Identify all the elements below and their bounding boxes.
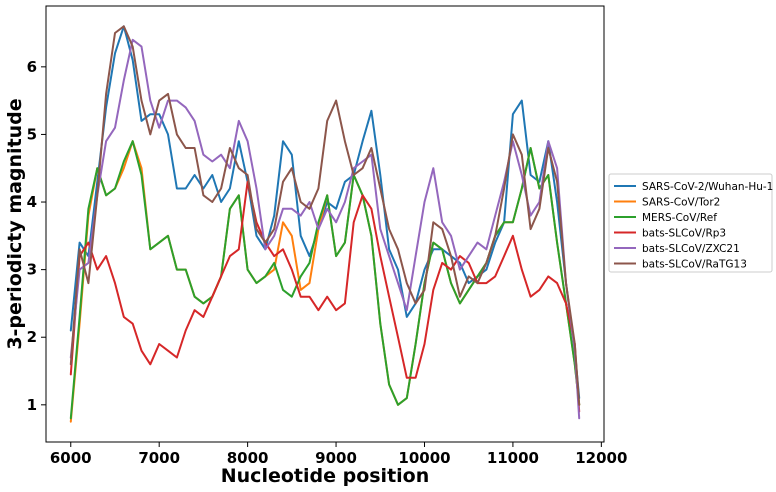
y-tick-label-0: 1 xyxy=(27,396,37,414)
y-axis: 1 2 3 4 5 6 xyxy=(27,58,46,414)
x-tick-label-5: 11000 xyxy=(487,449,539,467)
series-line-3 xyxy=(69,180,581,413)
legend-label-4: bats-SLCoV/ZXC21 xyxy=(642,243,740,255)
x-tick-label-0: 6000 xyxy=(50,449,92,467)
series-layer xyxy=(69,25,581,423)
legend-label-5: bats-SLCoV/RaTG13 xyxy=(642,259,747,271)
series-line-4 xyxy=(69,38,581,420)
y-tick-label-1: 2 xyxy=(27,328,37,346)
x-tick-label-4: 10000 xyxy=(398,449,450,467)
legend-label-2: MERS-CoV/Ref xyxy=(642,212,717,224)
y-tick-label-5: 6 xyxy=(27,58,37,76)
y-tick-label-3: 4 xyxy=(27,193,37,211)
y-axis-label: 3-periodicty magnitude xyxy=(4,98,26,349)
plot-frame xyxy=(45,5,605,443)
series-line-2 xyxy=(69,140,581,420)
legend-label-0: SARS-CoV-2/Wuhan-Hu-1 xyxy=(642,181,773,193)
x-tick-label-6: 12000 xyxy=(575,449,627,467)
series-line-5 xyxy=(69,25,581,406)
legend: SARS-CoV-2/Wuhan-Hu-1 SARS-CoV/Tor2 MERS-C… xyxy=(608,173,773,273)
x-axis-label: Nucleotide position xyxy=(221,465,430,487)
x-tick-label-2: 8000 xyxy=(227,449,269,467)
x-tick-label-3: 9000 xyxy=(315,449,357,467)
legend-label-3: bats-SLCoV/Rp3 xyxy=(642,228,726,240)
x-tick-label-1: 7000 xyxy=(138,449,180,467)
y-tick-label-4: 5 xyxy=(27,125,37,143)
legend-label-1: SARS-CoV/Tor2 xyxy=(642,197,720,209)
x-axis: 6000 7000 8000 9000 10000 11000 12000 xyxy=(50,442,627,467)
legend-frame xyxy=(608,173,773,273)
y-tick-label-2: 3 xyxy=(27,261,37,279)
